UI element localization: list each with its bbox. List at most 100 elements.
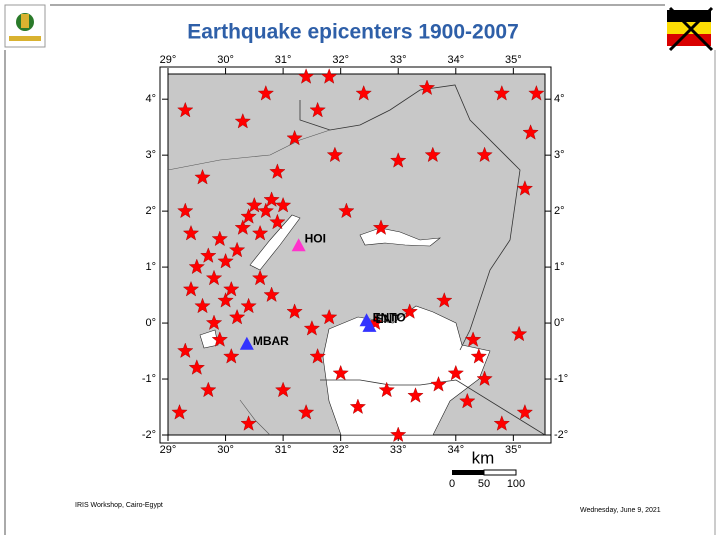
epicenter (510, 325, 528, 342)
station-label: MBAR (253, 334, 289, 348)
x-tick-label: 33° (390, 444, 407, 456)
station (239, 336, 254, 350)
epicenter (246, 196, 263, 213)
epicenter (211, 230, 228, 247)
epicenter (338, 202, 355, 219)
y-tick-label: 4° (554, 93, 565, 105)
epicenter (228, 308, 246, 325)
epicenter (177, 101, 194, 118)
epicenter (401, 303, 418, 319)
x-tick-label: 32° (332, 444, 349, 456)
epicenter (326, 146, 344, 163)
epicenter (251, 224, 269, 241)
epicenter (188, 258, 205, 275)
x-tick-label: 29° (160, 54, 177, 66)
y-tick-label: 4° (145, 93, 156, 105)
epicenter (257, 85, 275, 101)
x-tick-label: 30° (217, 54, 234, 66)
epicenter (516, 404, 534, 420)
epicenter (516, 180, 534, 196)
slide-title: Earthquake epicenters 1900-2007 (187, 21, 519, 44)
epicenter (390, 426, 407, 442)
epicenter (407, 387, 424, 403)
scale-bar (452, 469, 517, 476)
border (167, 129, 331, 171)
scale-label: 100 (507, 478, 525, 490)
x-tick-label: 35° (505, 444, 522, 456)
y-tick-label: 3° (554, 149, 565, 161)
epicenter (297, 404, 315, 420)
epicenter (217, 292, 234, 308)
x-tick-label: 34° (447, 54, 464, 66)
x-tick-label: 31° (275, 54, 292, 66)
y-tick-label: 2° (554, 205, 565, 217)
epicenter (274, 196, 292, 213)
epicenter (349, 398, 367, 414)
epicenter (200, 381, 217, 398)
epicenter (274, 381, 292, 398)
lake-edward (199, 329, 219, 349)
epicenter (447, 364, 464, 381)
station (291, 238, 306, 252)
epicenter (286, 129, 303, 146)
scale-unit: km (472, 448, 495, 467)
border (239, 399, 271, 436)
epicenter (257, 202, 275, 219)
epicenter (240, 297, 257, 314)
x-tick-label: 33° (390, 54, 407, 66)
epicenter (476, 146, 493, 163)
epicenter (286, 303, 303, 319)
x-tick-label: 30° (217, 444, 234, 456)
epicenter (269, 163, 286, 179)
epicenter (228, 241, 246, 258)
epicenter (234, 113, 251, 129)
station-label: HOI (305, 231, 326, 245)
epicenter (194, 297, 211, 314)
epicenter (223, 348, 240, 364)
y-tick-label: 1° (145, 261, 156, 273)
y-tick-label: -2° (554, 429, 568, 441)
x-tick-label: 31° (275, 444, 292, 456)
epicenter (390, 152, 407, 168)
epicenter (240, 208, 257, 224)
y-tick-label: -1° (142, 373, 156, 385)
epicenter (205, 314, 223, 330)
epicenter (263, 191, 280, 207)
epicenter (269, 213, 286, 230)
epicenter (332, 364, 349, 381)
epicenter (493, 415, 510, 431)
x-tick-label: 32° (332, 54, 349, 66)
epicenter (194, 168, 211, 185)
x-tick-label: 34° (447, 444, 464, 456)
epicenter (321, 308, 338, 325)
y-tick-label: 1° (554, 261, 565, 273)
epicenter (321, 68, 338, 84)
y-tick-label: 0° (145, 317, 156, 329)
epicenter (470, 348, 487, 364)
epicenter (476, 370, 493, 386)
epicenter (240, 415, 257, 431)
epicenter (309, 101, 326, 118)
border (320, 379, 546, 436)
epicenter (200, 247, 217, 263)
epicenter (436, 292, 453, 308)
epicenter (430, 376, 447, 392)
station-label: ENT (375, 312, 400, 326)
epicenter (522, 124, 539, 140)
epicenter (424, 146, 441, 163)
scale-label: 50 (478, 478, 490, 490)
epicenter (528, 85, 545, 101)
epicenter (493, 85, 510, 101)
footer-left: IRIS Workshop, Cairo-Egypt (75, 502, 163, 509)
lake-victoria (322, 305, 491, 436)
epicenter (303, 320, 321, 336)
epicenter (459, 392, 476, 409)
epicenter (171, 404, 188, 420)
x-tick-label: 35° (505, 54, 522, 66)
y-tick-label: -1° (554, 373, 568, 385)
scale-label: 0 (449, 478, 455, 490)
epicenter (464, 331, 482, 347)
epicenter (372, 219, 390, 235)
